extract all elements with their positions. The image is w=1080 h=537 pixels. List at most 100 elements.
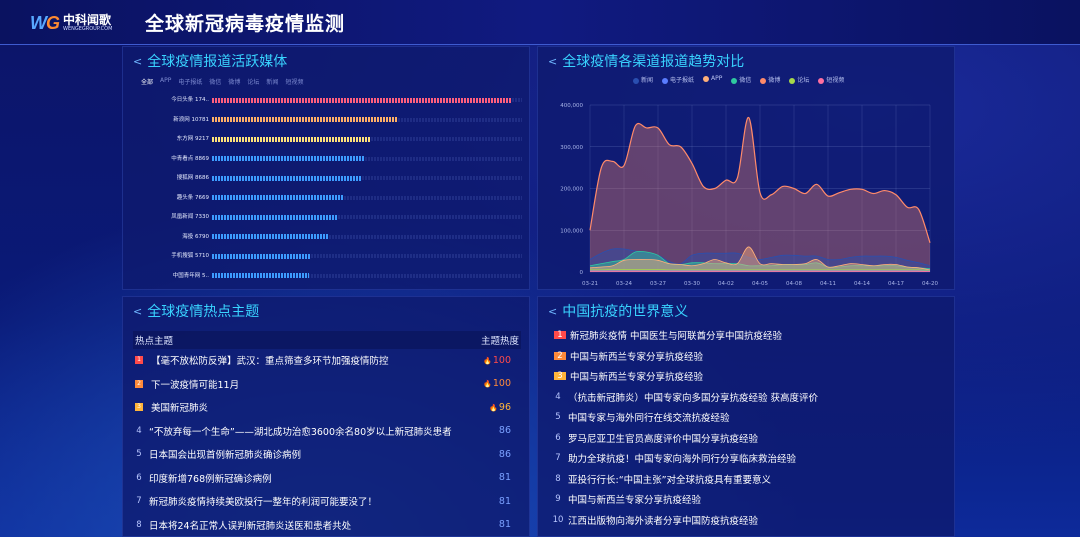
media-bar-row[interactable]: 东方网 9217 bbox=[123, 134, 531, 144]
legend-label: 短视频 bbox=[826, 77, 845, 84]
rank-badge: 3 bbox=[135, 403, 143, 411]
media-label: 中青看点 8869 bbox=[171, 155, 209, 162]
media-bar bbox=[212, 117, 398, 122]
rank-badge: 8 bbox=[136, 519, 142, 530]
media-bar-row[interactable]: 手机搜狐 5710 bbox=[123, 251, 531, 261]
rank-badge: 10 bbox=[552, 514, 564, 525]
y-tick-label: 100,000 bbox=[560, 228, 583, 234]
news-title: 新冠肺炎疫情 中国医生与阿联酋分享中国抗疫经验 bbox=[570, 331, 783, 342]
heat-number: 100 bbox=[492, 378, 511, 389]
active-media-panel: < 全球疫情报道活跃媒体 全部 APP 电子报纸 微信 微博 论坛 新闻 短视频 今日头条 17… bbox=[122, 46, 530, 290]
media-bar-row[interactable]: 中国青年网 5.. bbox=[123, 271, 531, 281]
rank-badge: 8 bbox=[555, 473, 561, 484]
heat-value: 81 bbox=[469, 472, 521, 483]
legend-item[interactable]: 电子报纸 bbox=[662, 75, 694, 84]
chevron-left-icon: < bbox=[133, 54, 143, 68]
media-bar-row[interactable]: 新浪网 10781 bbox=[123, 115, 531, 125]
tab-6[interactable]: 新闻 bbox=[266, 79, 279, 86]
rank-badge: 4 bbox=[555, 391, 561, 402]
x-tick-label: 03-21 bbox=[582, 281, 598, 287]
tab-2[interactable]: 电子报纸 bbox=[178, 79, 203, 86]
legend-label: 新闻 bbox=[641, 77, 654, 84]
legend-item[interactable]: 新闻 bbox=[633, 75, 653, 84]
fire-icon: 🔥 bbox=[489, 403, 498, 412]
heat-number: 81 bbox=[498, 519, 511, 530]
heat-number: 96 bbox=[498, 401, 511, 413]
bar-track bbox=[212, 215, 522, 219]
media-bar bbox=[212, 214, 339, 220]
legend-item[interactable]: 论坛 bbox=[789, 75, 809, 84]
media-bar-row[interactable]: 海投 6790 bbox=[123, 232, 531, 242]
bar-track bbox=[212, 176, 522, 180]
fire-icon: 🔥 bbox=[483, 356, 492, 365]
rank-badge: 2 bbox=[135, 379, 143, 388]
hot-topic-row[interactable]: 1 【毫不放松防反弹】武汉：重点筛查多环节加强疫情防控 🔥100 bbox=[133, 350, 521, 370]
media-bar-row[interactable]: 搜狐网 8686 bbox=[123, 173, 531, 183]
hot-topic-row[interactable]: 7 新冠肺炎疫情持续美欧投行一整年的利润可能要没了！ 81 bbox=[133, 491, 521, 511]
legend-item[interactable]: 短视频 bbox=[818, 75, 844, 84]
news-item[interactable]: 7 助力全球抗疫！中国专家向海外同行分享临床救治经验 bbox=[552, 448, 942, 468]
bar-track bbox=[212, 254, 522, 258]
news-item[interactable]: 6 罗马尼亚卫生官员高度评价中国分享抗疫经验 bbox=[552, 428, 942, 448]
bar-track bbox=[212, 273, 522, 278]
hot-topic-row[interactable]: 4 “不放弃每一个生命”——湖北成功治愈3600余名80岁以上新冠肺炎患者 86 bbox=[133, 421, 521, 441]
hot-topic-row[interactable]: 2 下一波疫情可能11月 🔥100 bbox=[133, 374, 521, 394]
news-item[interactable]: 10 江西出版物向海外读者分享中国防疫抗疫经验 bbox=[552, 510, 942, 530]
hot-topic-row[interactable]: 8 日本将24名正常人误判新冠肺炎送医和患者共处 81 bbox=[133, 515, 521, 535]
legend-label: 微信 bbox=[739, 77, 752, 84]
news-item[interactable]: 5 中国专家与海外同行在线交流抗疫经验 bbox=[552, 407, 942, 427]
heat-value: 🔥100 bbox=[469, 355, 521, 366]
legend-item[interactable]: 微博 bbox=[760, 75, 780, 84]
media-label: 中国青年网 5.. bbox=[172, 272, 209, 279]
hot-topic-row[interactable]: 6 印度新增768例新冠确诊病例 81 bbox=[133, 468, 521, 488]
rank-badge: 7 bbox=[555, 453, 561, 463]
x-tick-label: 04-14 bbox=[854, 281, 870, 287]
tab-0[interactable]: 全部 bbox=[141, 79, 154, 86]
tab-3[interactable]: 微信 bbox=[209, 79, 222, 86]
tab-4[interactable]: 微博 bbox=[228, 79, 241, 86]
x-tick-label: 03-27 bbox=[650, 281, 666, 287]
chevron-left-icon: < bbox=[548, 304, 558, 318]
media-label: 今日头条 174.. bbox=[171, 97, 209, 103]
area-微博 bbox=[590, 117, 930, 272]
news-item[interactable]: 4 （抗击新冠肺炎）中国专家向多国分享抗疫经验 获高度评价 bbox=[552, 387, 942, 407]
legend-item[interactable]: APP bbox=[703, 75, 722, 84]
media-bar-row[interactable]: 凤凰新闻 7330 bbox=[123, 212, 531, 222]
hot-topic-row[interactable]: 3 美国新冠肺炎 🔥96 bbox=[133, 397, 521, 417]
topic-text: 印度新增768例新冠确诊病例 bbox=[149, 473, 272, 485]
rank-badge: 9 bbox=[555, 494, 561, 504]
channel-trend-panel: < 全球疫情各渠道报道趋势对比 新闻 电子报纸 APP 微信 微博 论坛 短视频 0 100,0… bbox=[537, 46, 955, 290]
hot-topic-row[interactable]: 5 日本国会出现首例新冠肺炎确诊病例 86 bbox=[133, 444, 521, 464]
media-bar-row[interactable]: 中青看点 8869 bbox=[123, 154, 531, 164]
tab-7[interactable]: 短视频 bbox=[285, 79, 304, 86]
media-bar-row[interactable]: 趣头条 7669 bbox=[123, 193, 531, 203]
heat-number: 81 bbox=[498, 472, 511, 483]
world-significance-panel: < 中国抗疫的世界意义 1 新冠肺炎疫情 中国医生与阿联酋分享中国抗疫经验 2 中国与新… bbox=[537, 296, 955, 537]
media-label: 手机搜狐 5710 bbox=[171, 253, 209, 259]
news-item[interactable]: 2 中国与新西兰专家分享抗疫经验 bbox=[552, 346, 942, 366]
panel-title: 全球疫情热点主题 bbox=[147, 304, 260, 320]
x-tick-label: 03-30 bbox=[684, 281, 700, 287]
tab-1[interactable]: APP bbox=[160, 77, 172, 84]
media-bar-row[interactable]: 今日头条 174.. bbox=[123, 95, 531, 105]
trend-area-chart: 0 100,000 200,000 300,000 400,000 03-21 03-24 0… bbox=[560, 103, 938, 287]
legend-dot bbox=[703, 75, 710, 82]
legend-item[interactable]: 微信 bbox=[731, 75, 751, 84]
bar-track bbox=[212, 234, 522, 239]
x-tick-label: 04-05 bbox=[752, 281, 768, 287]
topic-text: 日本将24名正常人误判新冠肺炎送医和患者共处 bbox=[149, 520, 352, 532]
news-title: 江西出版物向海外读者分享中国防疫抗疫经验 bbox=[568, 515, 759, 527]
news-item[interactable]: 9 中国与新西兰专家分享抗疫经验 bbox=[552, 489, 942, 509]
news-item[interactable]: 1 新冠肺炎疫情 中国医生与阿联酋分享中国抗疫经验 bbox=[552, 325, 942, 345]
logo-name: 中科闻歌 bbox=[63, 12, 112, 27]
panel-title: 中国抗疫的世界意义 bbox=[562, 304, 689, 320]
rank-badge: 5 bbox=[136, 449, 142, 459]
heat-number: 86 bbox=[498, 425, 511, 436]
tab-5[interactable]: 论坛 bbox=[247, 79, 260, 86]
legend-dot bbox=[633, 77, 639, 84]
news-item[interactable]: 8 亚投行行长:“中国主张”对全球抗疫具有重要意义 bbox=[552, 469, 942, 489]
media-bar bbox=[212, 97, 512, 103]
news-item[interactable]: 3 中国与新西兰专家分享抗疫经验 bbox=[552, 366, 942, 386]
media-bar bbox=[212, 234, 330, 239]
topic-text: 新冠肺炎疫情持续美欧投行一整年的利润可能要没了！ bbox=[149, 497, 378, 508]
